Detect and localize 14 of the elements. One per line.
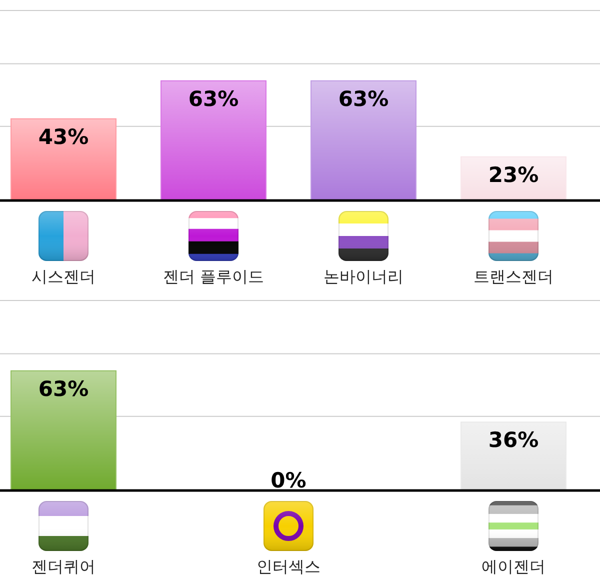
- x-tick-label: 젠더 플루이드: [162, 267, 264, 286]
- data-label: 23%: [488, 162, 539, 187]
- data-label: 63%: [338, 86, 389, 111]
- x-tick-label: 시스젠더: [32, 267, 96, 286]
- x-tick-label: 젠더퀴어: [32, 557, 96, 576]
- data-label: 43%: [38, 124, 89, 149]
- x-tick-label: 트랜스젠더: [474, 267, 554, 286]
- x-tick-label: 논바이너리: [324, 267, 404, 286]
- data-label: 63%: [38, 376, 89, 401]
- data-label: 36%: [488, 428, 539, 452]
- data-label: 0%: [270, 468, 306, 492]
- x-tick-label: 인터섹스: [256, 557, 320, 576]
- x-tick-label: 에이젠더: [482, 557, 546, 576]
- data-label: 63%: [188, 86, 239, 111]
